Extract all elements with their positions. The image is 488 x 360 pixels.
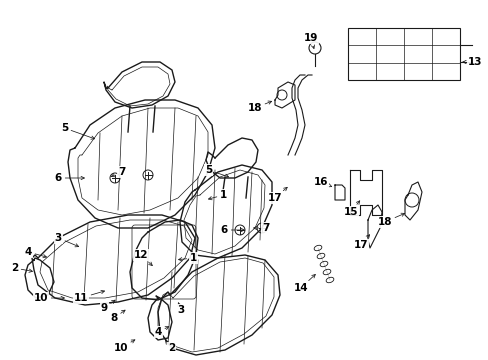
Text: 18: 18 bbox=[247, 101, 271, 113]
Text: 4: 4 bbox=[24, 247, 46, 258]
Text: 7: 7 bbox=[111, 167, 125, 177]
Text: 6: 6 bbox=[55, 173, 84, 183]
Text: 2: 2 bbox=[11, 263, 32, 273]
Text: 5: 5 bbox=[204, 165, 228, 177]
Text: 3: 3 bbox=[55, 233, 79, 247]
Text: 3: 3 bbox=[177, 303, 184, 315]
Text: 1: 1 bbox=[208, 190, 227, 200]
Text: 10: 10 bbox=[34, 293, 64, 303]
Bar bbox=[347, 28, 459, 80]
Text: 5: 5 bbox=[61, 123, 94, 139]
Text: 11: 11 bbox=[73, 291, 104, 303]
Text: 14: 14 bbox=[293, 274, 315, 293]
Text: 8: 8 bbox=[110, 310, 125, 323]
Text: 16: 16 bbox=[313, 177, 331, 187]
Text: 12: 12 bbox=[133, 250, 152, 266]
Text: 13: 13 bbox=[462, 57, 482, 67]
Text: 17: 17 bbox=[267, 187, 286, 203]
Text: 4: 4 bbox=[154, 327, 168, 337]
Text: 7: 7 bbox=[253, 223, 269, 233]
Text: 18: 18 bbox=[377, 213, 404, 227]
Text: 15: 15 bbox=[343, 201, 359, 217]
Text: 17: 17 bbox=[353, 235, 369, 250]
Text: 6: 6 bbox=[220, 225, 244, 235]
Text: 2: 2 bbox=[165, 341, 175, 353]
Text: 10: 10 bbox=[113, 340, 135, 353]
Text: 19: 19 bbox=[303, 33, 317, 49]
Text: 1: 1 bbox=[178, 253, 197, 263]
Text: 9: 9 bbox=[101, 300, 115, 313]
